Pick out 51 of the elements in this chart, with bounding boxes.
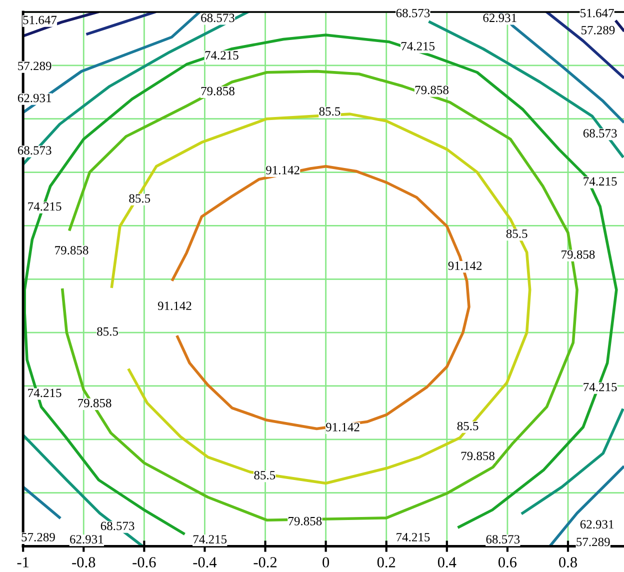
annotation: 74.215 (205, 51, 238, 60)
x-tick-label: 0.2 (377, 557, 396, 568)
annotation: 74.215 (28, 202, 62, 211)
annotation: 62.931 (483, 14, 516, 22)
annotation: 79.858 (562, 250, 595, 259)
annotation: 79.858 (55, 246, 88, 255)
annotation: 79.858 (415, 86, 448, 94)
annotation: 57.289 (576, 538, 610, 546)
annotation: 79.858 (78, 398, 112, 408)
annotation: 91.142 (266, 166, 300, 174)
annotation: 79.858 (461, 452, 494, 460)
annotation: 57.289 (22, 532, 55, 542)
annotation: 62.931 (18, 94, 52, 102)
x-tick-label: 0.6 (498, 557, 517, 568)
annotation: 68.573 (201, 14, 234, 22)
annotation: 85.5 (457, 422, 478, 430)
annotation: 74.215 (194, 535, 227, 544)
annotation: 68.573 (583, 129, 617, 138)
x-tick-label: -0.6 (132, 557, 156, 568)
x-tick-label: 0.4 (438, 557, 456, 568)
annotation: 79.858 (288, 516, 322, 526)
annotation: 91.142 (326, 422, 360, 432)
annotation: 79.858 (201, 86, 234, 96)
annotation: 62.931 (580, 520, 614, 529)
annotation: 74.215 (401, 42, 435, 50)
annotation: 91.142 (448, 262, 482, 270)
annotation: 57.289 (18, 62, 52, 70)
annotation: 74.215 (584, 177, 617, 186)
annotation: 85.5 (506, 229, 528, 238)
annotation: 68.573 (100, 522, 134, 530)
x-tick-label: 0.8 (559, 557, 577, 568)
annotation: 74.215 (28, 388, 62, 398)
annotation: 85.5 (97, 327, 118, 336)
x-tick-label: -0.8 (72, 557, 96, 568)
x-tick-label: -0.4 (193, 557, 217, 568)
annotation: 68.573 (396, 8, 430, 18)
annotation: 51.647 (23, 16, 57, 24)
annotation: 85.5 (319, 107, 340, 116)
annotation: 68.573 (486, 535, 520, 544)
annotation: 62.931 (70, 535, 104, 544)
annotation: 85.5 (129, 194, 150, 203)
x-tick-label: 0 (322, 557, 330, 568)
x-tick-label: -1 (17, 557, 29, 568)
annotation: 85.5 (254, 470, 276, 480)
annotation: 51.647 (580, 8, 614, 18)
annotation: 74.215 (396, 532, 430, 542)
annotation: 91.142 (158, 302, 192, 310)
x-tick-label: -0.2 (254, 557, 277, 568)
annotation: 57.289 (582, 26, 615, 34)
annotation: 74.215 (584, 382, 617, 392)
annotation: 68.573 (18, 146, 52, 155)
